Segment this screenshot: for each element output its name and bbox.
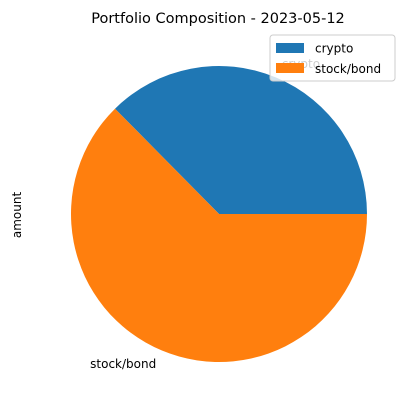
pie-slices — [71, 65, 368, 362]
chart-title: Portfolio Composition - 2023-05-12 — [91, 11, 345, 27]
legend-swatch-stock-bond — [276, 63, 304, 73]
pie-slice-stock-bond — [71, 108, 368, 362]
pie-label-stock-bond: stock/bond — [90, 357, 156, 371]
legend-swatch-crypto — [276, 43, 304, 53]
pie-slice-crypto — [115, 65, 367, 214]
legend-label-crypto: crypto — [315, 42, 353, 56]
legend: crypto stock/bond — [269, 34, 396, 82]
legend-label-stock-bond: stock/bond — [315, 62, 381, 76]
y-axis-label: amount — [10, 192, 24, 239]
